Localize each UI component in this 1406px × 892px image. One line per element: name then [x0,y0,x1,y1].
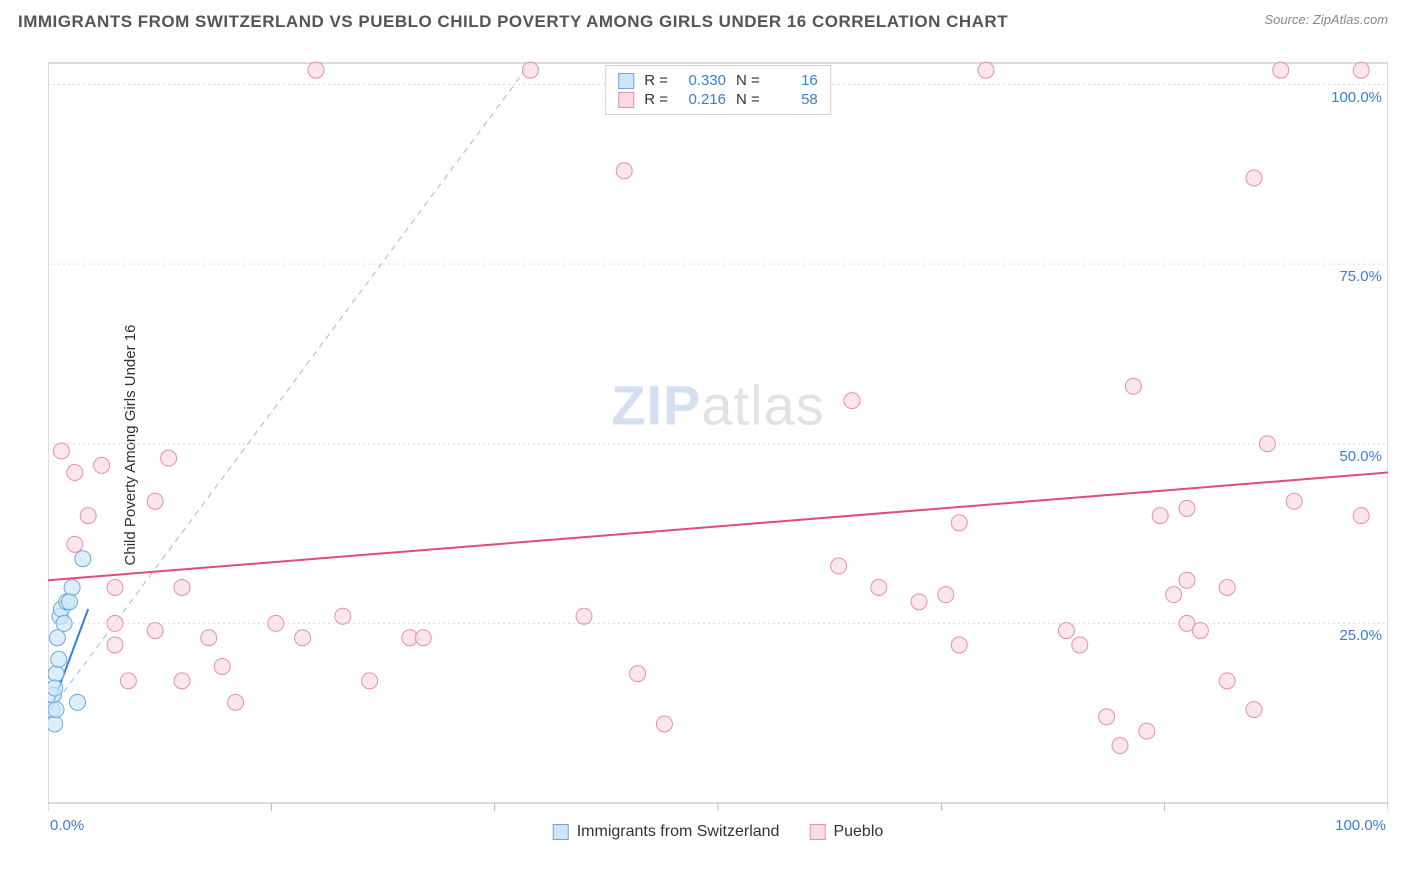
legend-swatch [809,824,825,840]
stats-legend: R = 0.330 N = 16 R = 0.216 N = 58 [605,65,831,115]
r-label: R = [644,91,668,108]
scatter-plot [48,45,1388,845]
header: IMMIGRANTS FROM SWITZERLAND VS PUEBLO CH… [0,0,1406,36]
legend-swatch [553,824,569,840]
legend-swatch [618,73,634,89]
series-legend-item: Pueblo [809,823,883,841]
y-tick-label: 100.0% [1331,89,1382,106]
chart-container: Child Poverty Among Girls Under 16 ZIPat… [48,45,1388,845]
n-label: N = [736,72,760,89]
legend-swatch [618,92,634,108]
r-value: 0.330 [678,72,726,89]
x-tick-label: 100.0% [1335,817,1386,834]
series-legend: Immigrants from Switzerland Pueblo [553,823,884,841]
r-value: 0.216 [678,91,726,108]
series-label: Immigrants from Switzerland [577,823,780,841]
chart-title: IMMIGRANTS FROM SWITZERLAND VS PUEBLO CH… [18,12,1008,32]
n-value: 16 [770,72,818,89]
y-tick-label: 50.0% [1339,448,1382,465]
source-label: Source: ZipAtlas.com [1264,12,1388,27]
r-label: R = [644,72,668,89]
n-value: 58 [770,91,818,108]
y-tick-label: 25.0% [1339,627,1382,644]
stats-legend-row: R = 0.216 N = 58 [618,91,818,108]
n-label: N = [736,91,760,108]
stats-legend-row: R = 0.330 N = 16 [618,72,818,89]
series-label: Pueblo [833,823,883,841]
y-tick-label: 75.0% [1339,268,1382,285]
x-tick-label: 0.0% [50,817,84,834]
series-legend-item: Immigrants from Switzerland [553,823,780,841]
